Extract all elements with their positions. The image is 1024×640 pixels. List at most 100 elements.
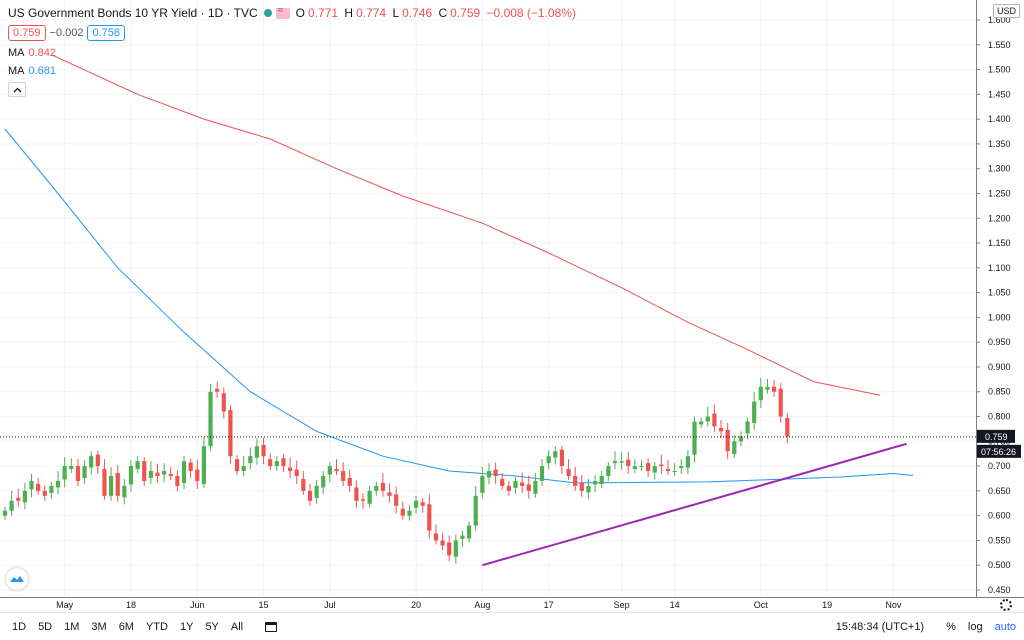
candle-body [374, 485, 379, 491]
market-status-dot-icon [263, 9, 272, 17]
price-tick-label: 1.500 [988, 65, 1011, 75]
spread-value: −0.002 [49, 27, 84, 39]
candle-body [699, 421, 704, 425]
candle-body [380, 482, 386, 491]
price-chart[interactable]: 1.600 1.550 1.500 1.450 1.400 1.350 1.300 1.250… [0, 0, 1024, 612]
candle-body [108, 476, 114, 496]
data-flag-icon[interactable] [275, 5, 290, 19]
candle-body [307, 490, 313, 501]
candle-body [354, 487, 359, 501]
candle-body [632, 466, 637, 470]
ma2-line [4, 128, 914, 484]
candle-body [347, 477, 352, 486]
price-tick-label: 1.200 [988, 213, 1011, 223]
candle-body [665, 469, 671, 472]
timeframe-5d[interactable]: 5D [38, 620, 53, 633]
price-tick-label: 0.800 [988, 412, 1011, 422]
chart-legend: US Government Bonds 10 YR Yield · 1D · T… [8, 4, 579, 97]
time-tick-label: 20 [411, 600, 421, 610]
candle-body [679, 466, 684, 469]
candle-body [55, 480, 61, 488]
timeframe-all[interactable]: All [230, 620, 244, 633]
candle-body [16, 497, 21, 501]
time-tick-label: 15 [259, 600, 269, 610]
candle-body [102, 469, 107, 496]
candle-body [36, 483, 41, 491]
chevron-up-icon[interactable] [8, 82, 26, 97]
price-tick-label: 0.950 [988, 337, 1011, 347]
auto-toggle[interactable]: auto [994, 621, 1016, 633]
candle-body [732, 441, 737, 455]
tradingview-logo-icon[interactable] [6, 568, 28, 590]
candle-body [566, 469, 571, 476]
candle-body [208, 391, 213, 447]
percent-toggle[interactable]: % [946, 621, 956, 633]
candle-body [162, 471, 167, 475]
candle-body [413, 500, 419, 508]
candle-body [652, 466, 657, 473]
candle-body [142, 461, 147, 481]
candle-body [2, 510, 8, 516]
ma1-line [51, 54, 881, 396]
timeframe-6m[interactable]: 6M [118, 620, 134, 633]
bid-box[interactable]: 0.759 [8, 25, 46, 41]
timeframe-5y[interactable]: 5Y [205, 620, 219, 633]
candle-body [22, 490, 27, 503]
ohlc-values: O 0.771 H 0.774 L 0.746 C 0.759 −0.008 (−1.0… [295, 6, 576, 20]
candle-body [148, 471, 153, 478]
time-tick-label: Sep [614, 600, 630, 610]
ma2-legend[interactable]: MA 0.681 [8, 65, 57, 77]
candle-body [69, 466, 74, 470]
timeframe-1d[interactable]: 1D [12, 620, 27, 633]
ma1-legend[interactable]: MA 0.842 [8, 47, 57, 59]
time-tick-label: Jun [190, 600, 205, 610]
candle-body [612, 461, 618, 464]
last-price-label: 0.759 [985, 432, 1008, 442]
candle-body [526, 484, 531, 491]
price-tick-label: 1.600 [988, 15, 1011, 25]
candle-body [49, 485, 54, 493]
candle-body [135, 461, 140, 470]
timeframe-1y[interactable]: 1Y [179, 620, 194, 633]
candle-body [268, 459, 273, 467]
log-toggle[interactable]: log [967, 621, 983, 633]
candle-body [639, 466, 644, 468]
candle-body [261, 444, 266, 457]
price-tick-label: 1.450 [988, 89, 1011, 99]
candle-body [400, 508, 405, 516]
timeframe-1m[interactable]: 1M [64, 620, 80, 633]
candle-body [626, 459, 631, 467]
calendar-range-icon[interactable] [265, 621, 278, 632]
candle-body [765, 386, 770, 390]
candle-body [573, 476, 578, 486]
candle-body [672, 471, 677, 473]
candle-body [360, 499, 366, 501]
ask-box[interactable]: 0.758 [87, 25, 126, 41]
candle-body [228, 410, 233, 457]
time-tick-label: 19 [822, 600, 832, 610]
candle-body [480, 476, 485, 493]
candle-body [75, 466, 81, 481]
clock[interactable]: 15:48:34 (UTC+1) [835, 621, 925, 633]
candle-body [274, 461, 279, 467]
settings-gear-icon[interactable] [1000, 599, 1012, 611]
currency-label[interactable]: USD [993, 4, 1021, 18]
candle-body [433, 533, 439, 541]
candle-body [314, 485, 319, 498]
symbol-title: US Government Bonds 10 YR Yield · 1D · T… [8, 6, 258, 20]
candle-body [89, 456, 94, 468]
candle-body [705, 416, 710, 422]
price-tick-label: 0.500 [988, 560, 1011, 570]
candle-body [778, 388, 783, 417]
timeframe-ytd[interactable]: YTD [145, 620, 168, 633]
candle-body [738, 436, 744, 442]
candle-body [586, 485, 591, 493]
candle-body [460, 535, 465, 539]
candle-body [128, 466, 134, 485]
candle-body [619, 461, 624, 463]
timeframe-3m[interactable]: 3M [91, 620, 107, 633]
price-tick-label: 1.550 [988, 40, 1011, 50]
candle-body [758, 386, 763, 401]
candle-body [42, 490, 47, 496]
candle-body [493, 469, 498, 476]
